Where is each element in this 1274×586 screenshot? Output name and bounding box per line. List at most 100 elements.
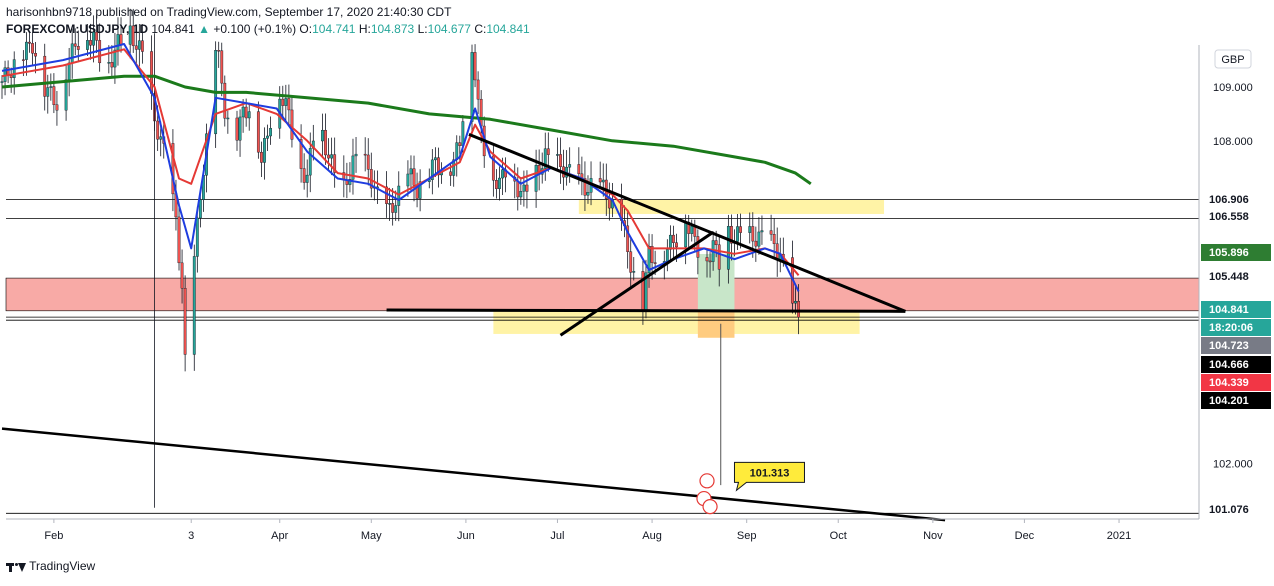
candle-body	[198, 199, 202, 219]
candle-body	[192, 256, 196, 355]
candle-body	[244, 106, 248, 119]
candle-body	[736, 226, 739, 242]
candle-body	[476, 79, 480, 100]
price-axis-label: 104.201	[1209, 395, 1249, 407]
candle-body	[290, 109, 294, 140]
candle-body	[473, 52, 477, 81]
candle-body	[696, 236, 700, 258]
candle-body	[491, 155, 495, 181]
candle-body	[433, 157, 437, 161]
candle-body	[559, 154, 562, 167]
position-loss-zone	[697, 310, 735, 338]
candle-body	[470, 52, 474, 122]
x-tick-label: Feb	[44, 530, 63, 542]
candle-body	[363, 153, 367, 156]
candle-body	[183, 288, 187, 355]
candle-body	[458, 142, 462, 146]
symbol-info-row: FOREXCOM:USDJPY, 1D 104.841 ▲ +0.100 (+0…	[6, 21, 1196, 38]
candle-body	[760, 230, 764, 233]
candle-body	[116, 34, 120, 51]
triangle-base-line	[386, 308, 906, 313]
candle-body	[140, 40, 144, 52]
axis-layer: 109.000 108.000 102.000 Feb 3 Apr May Jun Jul Aug…	[6, 45, 1253, 542]
series-layer	[0, 8, 812, 508]
candle-body	[568, 164, 572, 168]
candle-body	[726, 226, 730, 270]
candle-body	[150, 51, 153, 94]
candle-body	[95, 31, 99, 41]
candle-body	[516, 180, 520, 198]
candle-body	[717, 244, 721, 270]
candle-body	[794, 301, 797, 304]
candle-body	[543, 148, 547, 169]
candle-body	[632, 271, 636, 273]
candle-body	[9, 75, 13, 78]
price-axis-label: 104.666	[1209, 359, 1249, 371]
candle-body	[195, 217, 199, 257]
candle-body	[522, 184, 526, 192]
candle-body	[305, 174, 309, 183]
candle-body	[556, 154, 559, 156]
price-axis-label: 105.448	[1209, 271, 1249, 283]
price-axis-label-bg	[1201, 337, 1271, 354]
candle-body	[128, 25, 132, 45]
candle-body	[626, 225, 630, 252]
candle-body	[412, 168, 416, 186]
target-callout-box	[733, 461, 805, 492]
candle-body	[330, 154, 334, 159]
drawings-layer: 101.313	[1, 132, 946, 522]
price-axis-label-bg	[1201, 319, 1271, 336]
candle-body	[647, 246, 651, 274]
currency-badge	[1214, 49, 1252, 69]
low-value: 104.677	[427, 22, 471, 36]
candle-body	[397, 185, 401, 206]
candle-body	[452, 159, 456, 176]
candle-body	[409, 168, 413, 175]
candle-body	[171, 143, 175, 195]
candle-body	[324, 129, 327, 156]
x-tick-label: 3	[188, 530, 194, 542]
candle-body	[107, 62, 111, 64]
arrow-up-icon: ▲	[198, 22, 210, 36]
chart-header: harisonhbn9718 published on TradingView.…	[6, 4, 1196, 38]
close-label: C:	[474, 22, 487, 36]
candle-body	[52, 86, 56, 105]
tradingview-icon	[6, 561, 26, 573]
price-axis-label-bg	[1201, 501, 1271, 518]
candle-body	[394, 205, 398, 213]
candle-body	[333, 154, 337, 173]
symbol-name[interactable]: FOREXCOM:USDJPY, 1D	[6, 22, 149, 36]
candle-body	[131, 25, 135, 47]
candle-body	[284, 98, 288, 106]
candle-body	[577, 164, 581, 175]
ma-long-green-line	[1, 74, 812, 186]
price-axis-label: 105.896	[1209, 247, 1249, 259]
candle-body	[449, 171, 453, 176]
tradingview-logo[interactable]: TradingView	[6, 559, 95, 573]
candle-body	[388, 203, 392, 205]
candle-body	[366, 154, 370, 170]
x-tick-label: Dec	[1015, 530, 1035, 542]
candle-body	[321, 129, 324, 142]
candle-body	[757, 231, 761, 247]
x-tick-label: Apr	[271, 530, 288, 542]
ascending-trendline	[559, 231, 714, 337]
candle-body	[287, 98, 291, 111]
x-tick-label: May	[361, 530, 382, 542]
price-axis-label-bg	[1201, 244, 1271, 261]
levels-layer	[6, 199, 1199, 514]
price-axis-label: 101.076	[1209, 504, 1249, 516]
candle-body	[28, 41, 31, 44]
candle-body	[427, 179, 431, 182]
price-axis-label: 104.841	[1209, 304, 1249, 316]
candle-body	[110, 62, 114, 68]
candle-body	[263, 138, 266, 163]
candle-body	[391, 203, 395, 213]
candle-body	[653, 262, 657, 264]
price-axis-label: 104.339	[1209, 377, 1249, 389]
candle-body	[730, 226, 733, 244]
candle-body	[92, 31, 95, 46]
price-axis-label: 104.723	[1209, 340, 1249, 352]
price-labels-layer: 106.906 106.558 105.896 105.448 104.841 18:20…	[1201, 191, 1271, 518]
